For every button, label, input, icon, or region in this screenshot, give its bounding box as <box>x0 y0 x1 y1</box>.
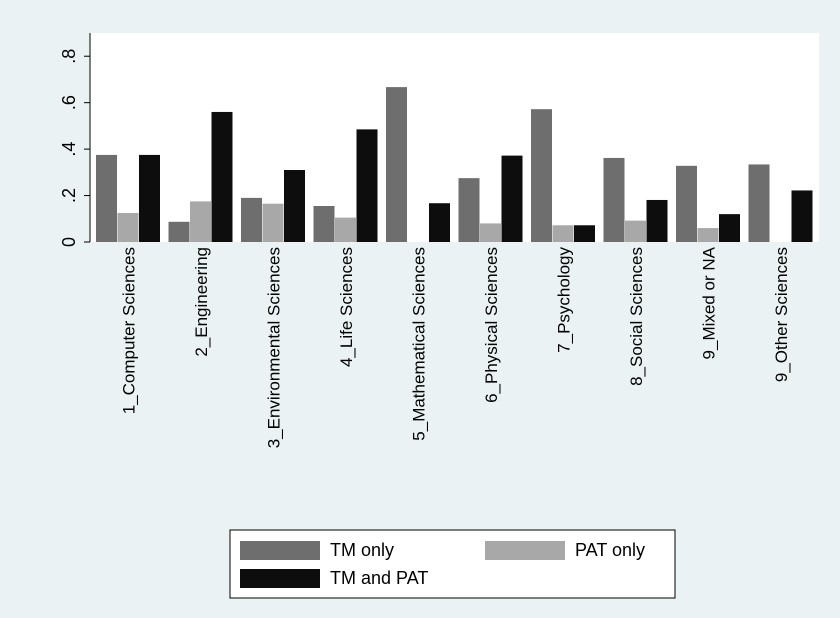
x-tick-label: 4_Life Sciences <box>337 247 356 367</box>
bar <box>190 201 211 242</box>
bar <box>748 164 770 242</box>
bar <box>117 212 139 242</box>
bar <box>480 223 501 242</box>
bar <box>386 87 407 242</box>
bar <box>335 217 356 242</box>
legend-label: TM and PAT <box>330 568 428 588</box>
bar <box>625 220 646 242</box>
x-tick-label: 9_Mixed or NA <box>699 246 718 359</box>
x-axis-labels: 1_Computer Sciences 2_Engineering 3_Enviro… <box>119 246 791 448</box>
bar <box>313 206 335 242</box>
legend-swatch <box>240 569 320 588</box>
legend-label: PAT only <box>575 540 645 560</box>
bar <box>531 109 552 243</box>
bar <box>552 225 574 242</box>
bar <box>603 157 625 242</box>
x-tick-label: 8_Social Sciences <box>627 247 646 386</box>
y-tick-label: 0 <box>59 237 79 247</box>
bar <box>356 129 378 242</box>
bar <box>501 155 523 242</box>
bar <box>262 203 284 242</box>
bar <box>241 197 262 242</box>
y-axis-ticks: 0 .2 .4 .6 .8 <box>59 49 90 247</box>
bar <box>791 190 813 242</box>
legend-label: TM only <box>330 540 394 560</box>
legend-swatch <box>240 541 320 560</box>
x-tick-label: 5_Mathematical Sciences <box>409 247 428 441</box>
y-tick-label: .4 <box>59 142 79 157</box>
x-tick-label: 6_Physical Sciences <box>482 247 501 403</box>
legend: TM only PAT only TM and PAT <box>229 529 676 599</box>
x-tick-label: 7_Psychology <box>554 247 573 353</box>
legend-swatch <box>485 541 565 560</box>
bar <box>574 225 595 242</box>
bars-group <box>96 87 813 243</box>
y-tick-label: .6 <box>59 95 79 110</box>
bar <box>646 199 668 242</box>
x-tick-label: 3_Environmental Sciences <box>264 247 283 448</box>
x-tick-label: 1_Computer Sciences <box>119 247 138 414</box>
bar <box>168 221 190 242</box>
x-tick-label: 9_Other Sciences <box>772 247 791 382</box>
y-tick-label: .2 <box>59 188 79 203</box>
x-tick-label: 2_Engineering <box>192 247 211 357</box>
bar <box>284 170 305 242</box>
bar <box>139 154 160 242</box>
bar <box>429 203 450 242</box>
y-tick-label: .8 <box>59 49 79 64</box>
bar <box>676 165 697 242</box>
bar <box>719 214 740 242</box>
bar <box>211 111 233 242</box>
bar <box>96 154 117 242</box>
bar <box>458 178 480 242</box>
bar <box>697 228 719 242</box>
